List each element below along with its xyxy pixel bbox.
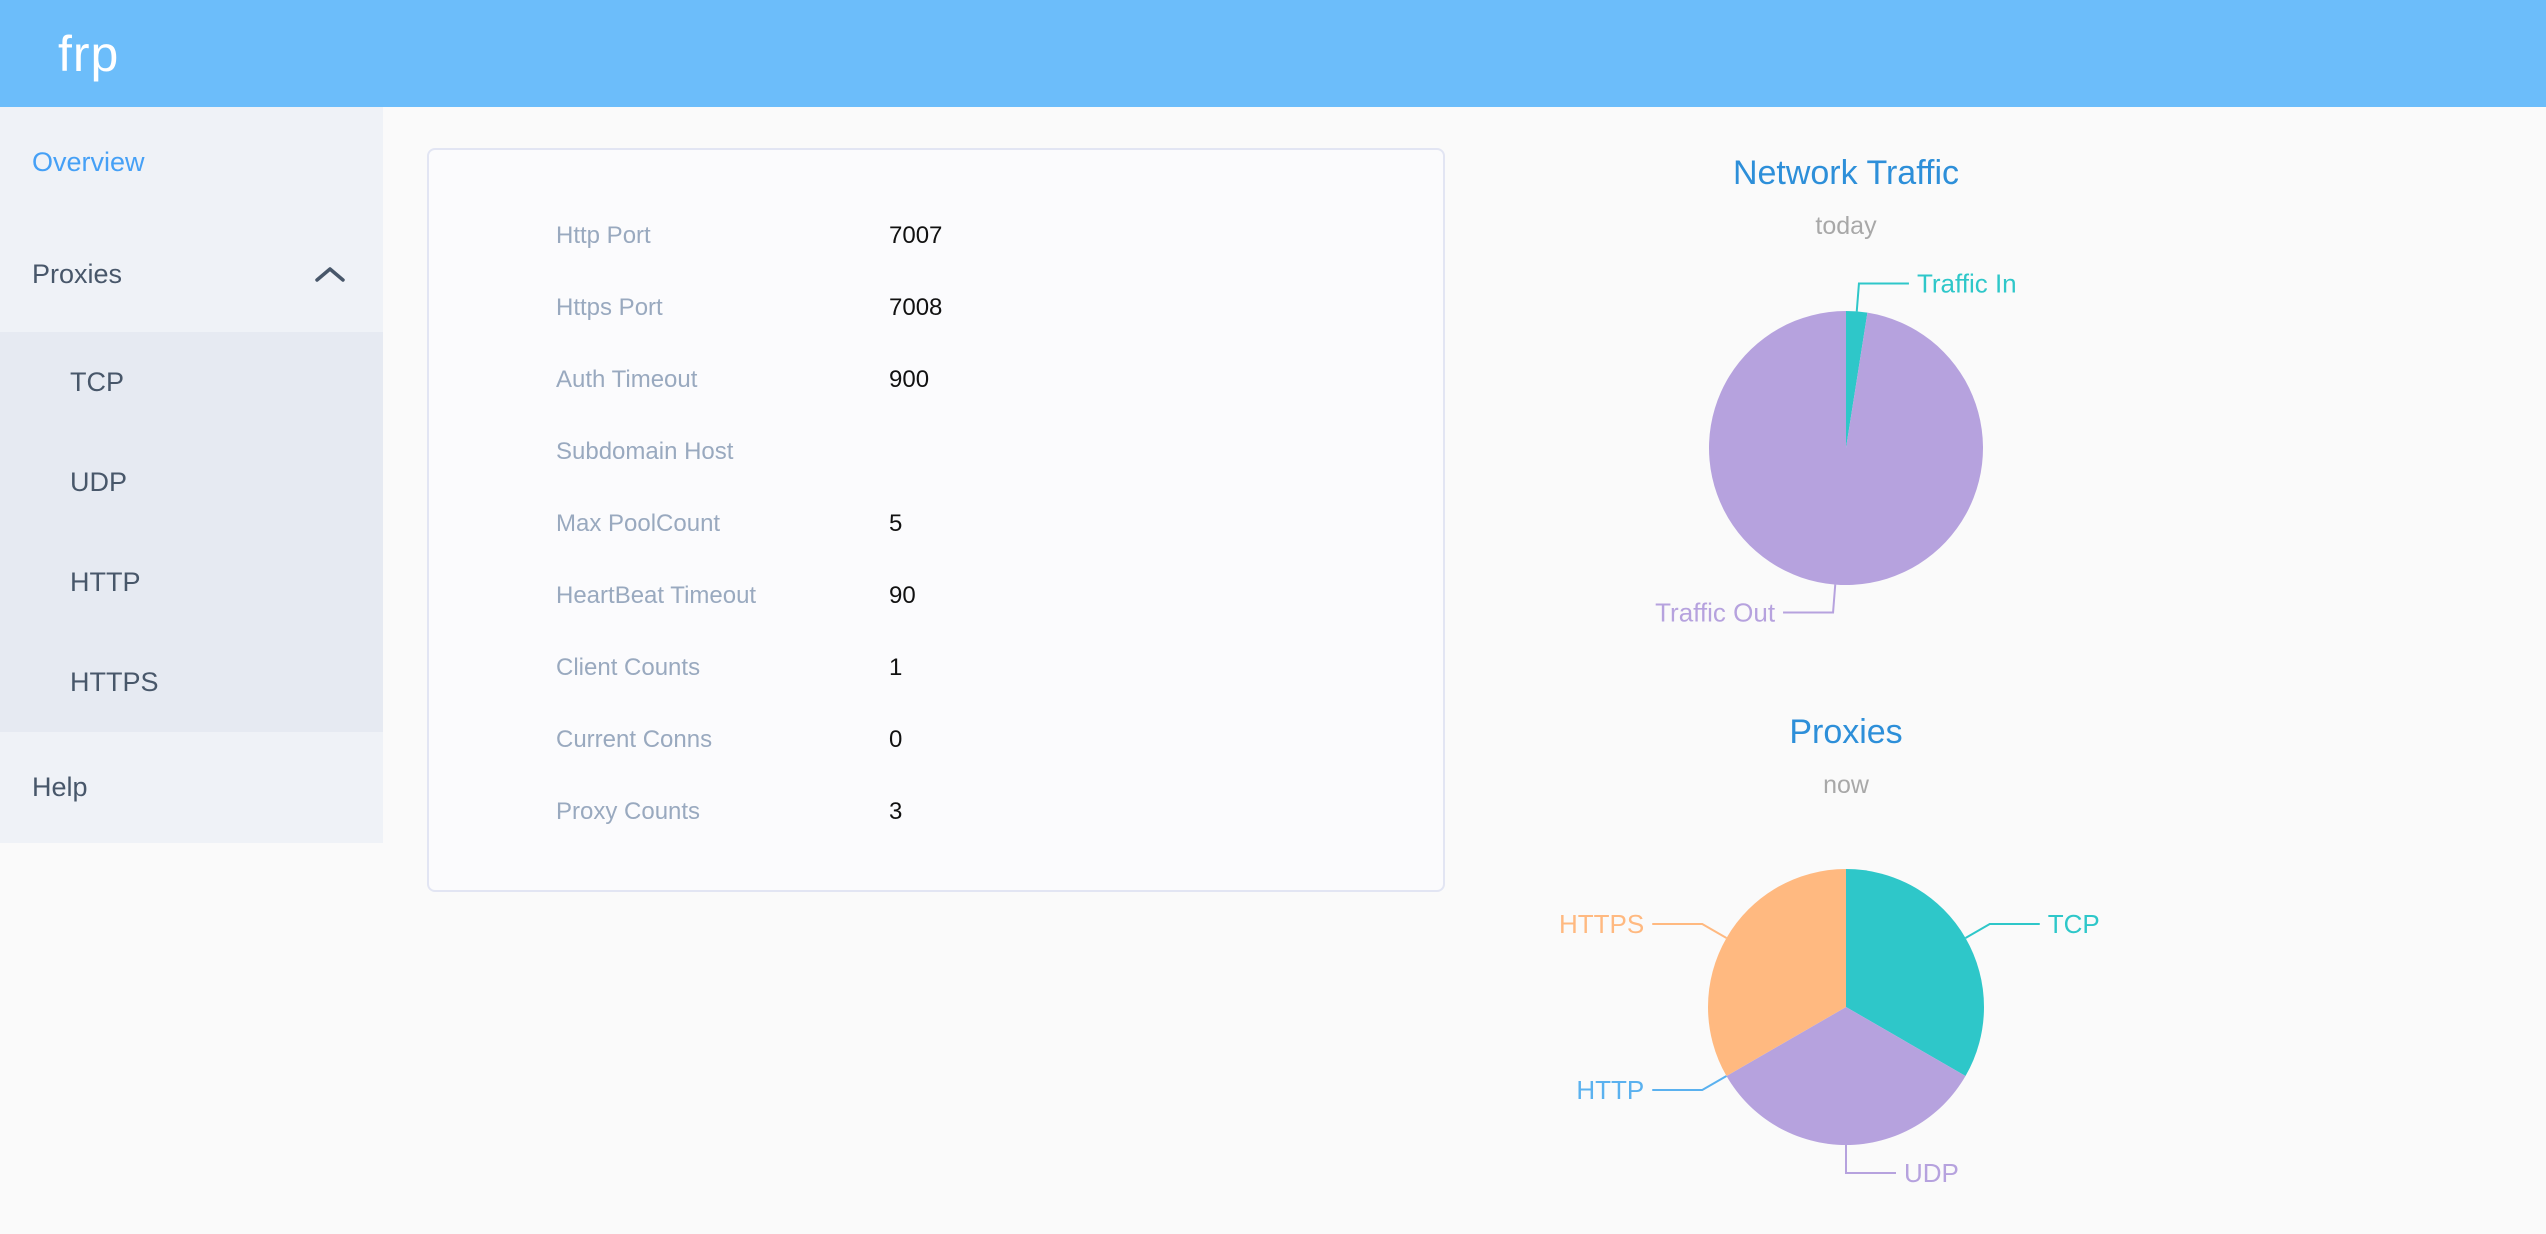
sidebar-item-http[interactable]: HTTP <box>0 532 383 632</box>
config-row: Client Counts 1 <box>429 632 1443 704</box>
sidebar-item-udp[interactable]: UDP <box>0 432 383 532</box>
chart-subtitle: now <box>1823 771 1869 799</box>
pie-label-https: HTTPS <box>1559 909 1644 939</box>
config-value: 5 <box>889 510 903 537</box>
sidebar-item-tcp[interactable]: TCP <box>0 332 383 432</box>
config-label: Proxy Counts <box>556 798 701 825</box>
config-row: Https Port 7008 <box>429 272 1443 344</box>
sidebar-item-udp-label: UDP <box>70 466 128 497</box>
config-value: 7008 <box>889 294 943 321</box>
network-traffic-pie: Traffic In Traffic Out <box>1655 269 2017 628</box>
sidebar-item-https-label: HTTPS <box>70 666 159 697</box>
pie-label-line-https <box>1652 923 1727 939</box>
config-label: Max PoolCount <box>556 510 721 537</box>
sidebar-item-tcp-label: TCP <box>70 366 124 397</box>
proxies-pie: TCP UDP HTTP HTTPS <box>1559 869 2100 1188</box>
config-value: 0 <box>889 726 903 753</box>
config-row: HeartBeat Timeout 90 <box>429 560 1443 632</box>
sidebar-submenu-proxies: TCP UDP HTTP HTTPS <box>0 332 383 732</box>
sidebar-item-help[interactable]: Help <box>0 732 383 843</box>
pie-label-line-udp <box>1845 1145 1896 1174</box>
app-header: frp <box>0 0 2546 107</box>
sidebar-item-https[interactable]: HTTPS <box>0 632 383 732</box>
config-label: Auth Timeout <box>556 366 698 393</box>
config-row: Http Port 7007 <box>429 200 1443 272</box>
config-value: 7007 <box>889 222 943 249</box>
config-value: 900 <box>889 366 930 393</box>
pie-label-http: HTTP <box>1576 1075 1644 1105</box>
pie-label-line-traffic-in <box>1855 282 1909 312</box>
pie-label-tcp: TCP <box>2048 909 2100 939</box>
chart-title: Network Traffic <box>1732 154 1960 192</box>
config-label: Http Port <box>556 222 651 249</box>
pie-label-udp: UDP <box>1904 1158 1959 1188</box>
pie-slice-traffic-in[interactable] <box>1846 311 1868 448</box>
server-config-card: Http Port 7007 Https Port 7008 Auth Timeout 9… <box>427 148 1445 892</box>
pie-label-traffic-in: Traffic In <box>1917 269 2017 299</box>
config-rows: Http Port 7007 Https Port 7008 Auth Timeout 9… <box>429 200 1443 848</box>
sidebar-item-overview[interactable]: Overview <box>0 107 383 217</box>
sidebar-item-overview-label: Overview <box>32 146 145 177</box>
config-label: Https Port <box>556 294 663 321</box>
pie-slice-tcp[interactable] <box>1846 869 1984 1076</box>
chart-title: Proxies <box>1789 713 1903 751</box>
config-row: Subdomain Host <box>429 416 1443 488</box>
sidebar: Overview Proxies TCP UDP HTTP HTTPS Help <box>0 107 383 843</box>
sidebar-item-http-label: HTTP <box>70 566 141 597</box>
chevron-up-icon <box>315 266 345 282</box>
pie-slice-traffic-out[interactable] <box>1709 311 1983 585</box>
proxies-chart: Proxies now TCP UDP HTTP HTTPS <box>1536 712 2156 1234</box>
config-row: Auth Timeout 900 <box>429 344 1443 416</box>
config-label: Subdomain Host <box>556 438 734 465</box>
chart-subtitle: today <box>1815 212 1877 240</box>
config-row: Max PoolCount 5 <box>429 488 1443 560</box>
config-label: Client Counts <box>556 654 701 681</box>
config-row: Proxy Counts 3 <box>429 776 1443 848</box>
config-row: Current Conns 0 <box>429 704 1443 776</box>
pie-label-traffic-out: Traffic Out <box>1655 597 1776 627</box>
pie-slice-udp[interactable] <box>1726 1007 1966 1145</box>
network-traffic-chart: Network Traffic today Traffic In Traffic … <box>1536 153 2156 688</box>
app-logo: frp <box>58 25 120 82</box>
sidebar-item-proxies[interactable]: Proxies <box>0 217 383 332</box>
config-value: 1 <box>889 654 903 681</box>
config-label: HeartBeat Timeout <box>556 582 757 609</box>
sidebar-item-help-label: Help <box>32 772 88 802</box>
config-value: 3 <box>889 798 903 825</box>
pie-slice-https[interactable] <box>1708 869 1846 1076</box>
sidebar-item-proxies-label: Proxies <box>32 259 123 289</box>
pie-label-line-tcp <box>1965 923 2040 939</box>
config-value: 90 <box>889 582 916 609</box>
pie-label-line-traffic-out <box>1783 584 1837 614</box>
config-label: Current Conns <box>556 726 713 753</box>
pie-label-line-http <box>1652 1075 1727 1091</box>
